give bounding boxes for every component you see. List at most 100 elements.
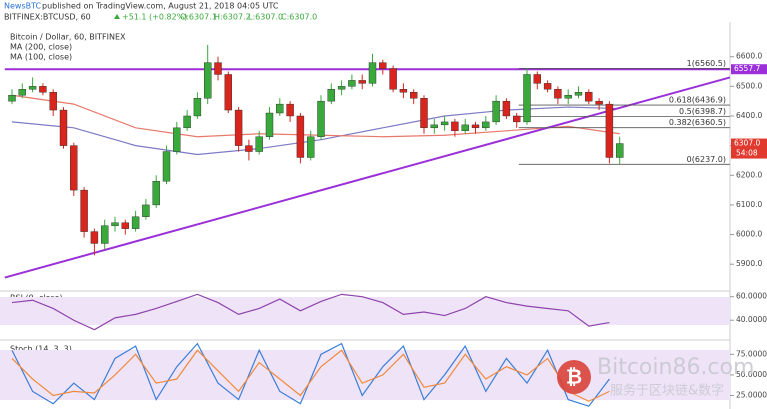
- candle-body: [214, 62, 222, 75]
- candle-body: [358, 80, 366, 84]
- candle-body: [152, 180, 160, 206]
- candle-body: [111, 222, 119, 226]
- indicator-line: [11, 349, 610, 402]
- fib-label: 1(6560.5): [687, 59, 726, 68]
- candle-body: [39, 86, 47, 93]
- y-tick-label: 40.0000: [736, 315, 767, 324]
- candle-body: [399, 89, 408, 93]
- candle-body: [121, 222, 130, 229]
- y-tick-label: 75.0000: [736, 349, 767, 358]
- fib-label: 0(6237.0): [687, 155, 726, 164]
- y-tick-label: 25.0000: [736, 390, 767, 399]
- candle-body: [183, 115, 191, 129]
- y-tick-label: 6600.0: [736, 52, 762, 61]
- candle-body: [348, 80, 356, 87]
- candle-body: [471, 124, 480, 129]
- last-price-tag: [731, 138, 767, 159]
- change: +51.1 (+0.82%): [122, 13, 187, 22]
- candle-body: [224, 74, 233, 111]
- candle-body: [70, 145, 78, 191]
- candle-body: [337, 86, 346, 90]
- candle-body: [379, 62, 387, 69]
- candle-body: [286, 103, 294, 117]
- legend-ma100: MA (100, close): [10, 53, 72, 62]
- last-price-label: 6307.0: [734, 139, 760, 148]
- ohlc-close: C:6307.0: [281, 13, 317, 22]
- fib-label: 0.5(6398.7): [679, 107, 726, 116]
- up-arrow: [114, 14, 120, 19]
- candle-body: [234, 109, 243, 146]
- fib-label: 0.618(6436.9): [669, 96, 726, 105]
- candle-body: [482, 121, 490, 129]
- candle-body: [368, 62, 377, 84]
- y-tick-label: 6400.0: [736, 111, 762, 120]
- ohlc-low: L:6307.0: [248, 13, 283, 22]
- candle-body: [162, 151, 171, 182]
- rsi-band: [0, 297, 730, 325]
- candle-body: [595, 100, 603, 105]
- candle-body: [245, 145, 253, 152]
- candle-body: [410, 92, 418, 99]
- candle-body: [533, 74, 541, 84]
- symbol: BITFINEX:BTCUSD, 60: [4, 13, 91, 22]
- y-tick-label: 6200.0: [736, 170, 762, 179]
- candle-body: [276, 103, 284, 114]
- chart-title: Bitcoin / Dollar, 60, BITFINEX: [10, 33, 126, 42]
- candle-body: [8, 95, 16, 102]
- stoch-title: Stoch (14, 3, 3): [10, 345, 72, 354]
- candle-body: [420, 97, 428, 129]
- candle-body: [616, 143, 624, 158]
- candle-body: [255, 136, 263, 152]
- candle-body: [513, 115, 521, 123]
- indicator-line: [11, 342, 610, 407]
- indicator-line: [11, 293, 610, 331]
- countdown: 54:08: [736, 149, 758, 158]
- candle-body: [90, 231, 99, 244]
- price-tag: [731, 64, 767, 75]
- candle-body: [430, 124, 438, 129]
- candle-body: [327, 89, 335, 102]
- y-tick-label: 50.0000: [736, 370, 767, 379]
- y-tick-label: 5900.0: [736, 259, 762, 268]
- fib-label: 0.382(6360.5): [669, 118, 726, 127]
- candle-body: [49, 92, 57, 111]
- watermark-logo: [557, 360, 591, 394]
- candle-body: [564, 95, 572, 99]
- legend-ma200: MA (200, close): [10, 43, 72, 52]
- candle-body: [502, 100, 511, 117]
- price-tag-label: 6557.7: [734, 64, 760, 73]
- candle-body: [18, 89, 26, 96]
- candle-body: [492, 100, 500, 123]
- watermark-symbol: ₿: [566, 365, 582, 389]
- candle-body: [317, 100, 325, 137]
- candle-body: [307, 136, 315, 158]
- candle-body: [142, 204, 150, 217]
- publisher: NewsBTC: [4, 2, 42, 11]
- y-tick-label: 6000.0: [736, 230, 762, 239]
- candle-body: [461, 124, 469, 132]
- candle-body: [28, 86, 37, 90]
- candle-body: [203, 62, 212, 99]
- candle-body: [193, 97, 202, 117]
- candle-body: [451, 121, 459, 132]
- candle-body: [389, 68, 397, 90]
- candle-body: [554, 89, 562, 99]
- candle-body: [131, 216, 140, 229]
- published: published on TradingView.com, August 21,…: [42, 2, 279, 11]
- candle-body: [543, 83, 552, 90]
- candle-body: [265, 112, 274, 137]
- candle-body: [605, 103, 614, 158]
- candle-body: [440, 121, 449, 126]
- candle-body: [100, 225, 109, 244]
- candle-body: [523, 74, 531, 123]
- y-tick-label: 6100.0: [736, 200, 762, 209]
- candle-body: [173, 127, 181, 152]
- ohlc-high: H:6307.2: [214, 13, 251, 22]
- candle-body: [574, 92, 583, 96]
- candle-body: [296, 115, 305, 158]
- candle-body: [585, 92, 593, 102]
- y-tick-label: 60.0000: [736, 292, 767, 301]
- candle-body: [80, 189, 88, 232]
